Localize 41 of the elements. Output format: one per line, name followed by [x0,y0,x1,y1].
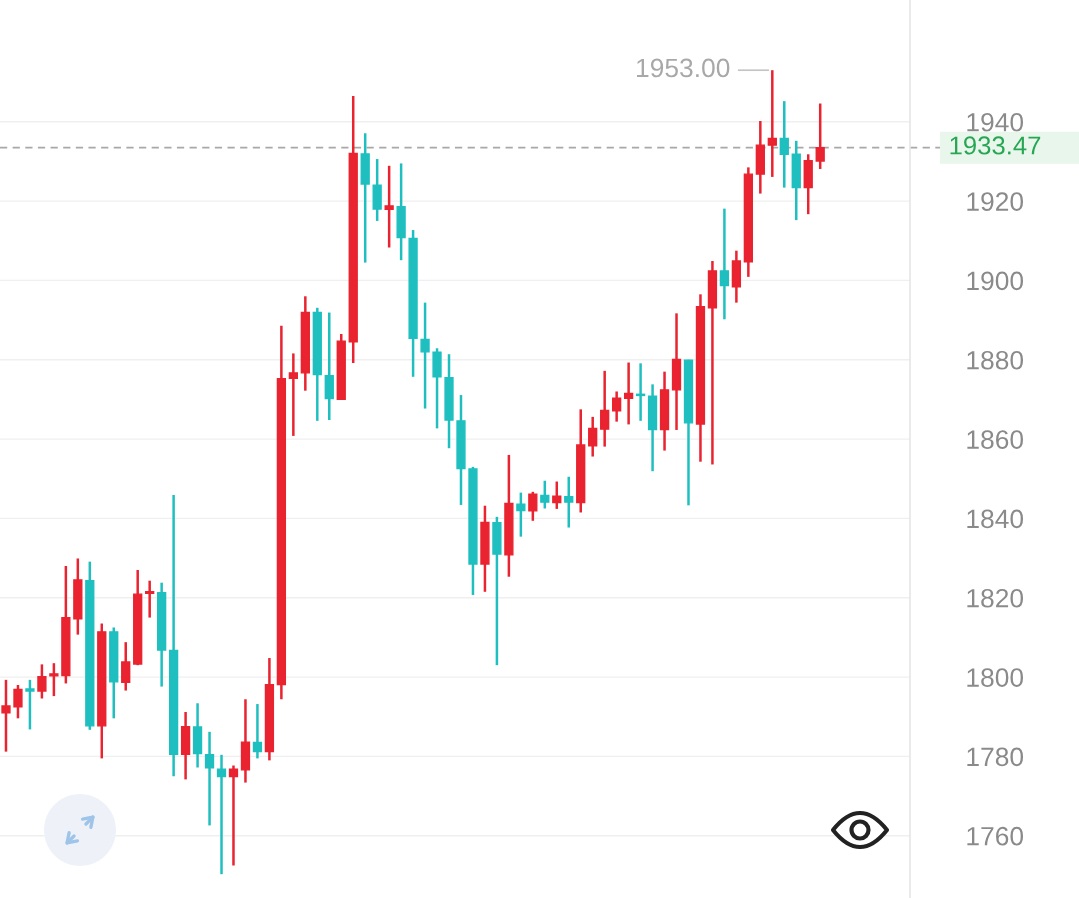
candlestick [767,68,777,179]
candlestick [25,678,35,731]
candlestick [37,663,47,700]
candlestick [288,352,299,438]
annotation: 1953.00 [637,58,730,78]
candlestick [564,475,574,529]
candlestick [600,369,610,448]
y-tick-label: 1840 [967,509,1024,529]
candlestick [516,491,526,538]
candlestick [228,764,239,867]
candlestick [815,102,825,171]
y-tick-label: 1800 [967,668,1024,687]
candlestick [49,661,59,698]
candlestick [611,390,622,423]
y-tick-label: 1860 [967,430,1024,449]
ref-line-label: 1933.47 [950,136,1041,155]
candlestick [552,480,562,511]
y-tick-label: 1900 [967,271,1024,291]
candlestick [121,640,131,692]
y-tick-label: 1940 [967,112,1024,132]
candlestick [13,683,23,720]
y-tick-label: 1760 [967,826,1024,846]
candlestick [623,361,634,426]
y-tick-label: 1880 [967,350,1024,370]
candlestick [540,479,550,510]
candlestick [588,415,598,458]
candlestick [216,753,227,876]
candlestick [384,164,394,249]
candlestick [420,301,430,410]
candlestick [779,99,789,189]
candlestick [145,579,155,619]
candlestick [204,730,215,827]
candlestick [324,311,334,422]
candlestick [252,702,263,760]
y-tick-label: 1920 [967,192,1024,211]
candlestick [372,157,382,223]
candlestick [528,490,538,523]
candlestick [1,678,11,753]
candlestick [719,207,730,321]
y-tick-label: 1780 [967,747,1024,767]
y-tick-label: 1820 [967,588,1024,608]
